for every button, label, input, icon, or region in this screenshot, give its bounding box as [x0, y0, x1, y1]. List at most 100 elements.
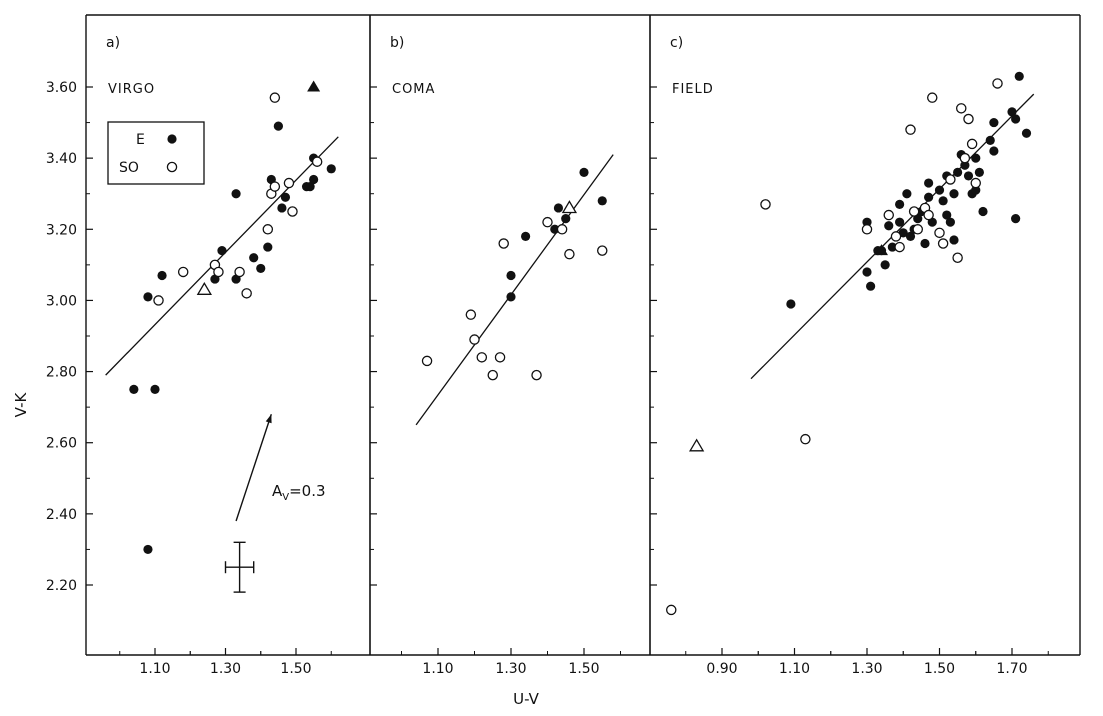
- y-tick-label: 3.40: [46, 151, 77, 167]
- e-galaxy-point: [945, 217, 955, 227]
- s0-galaxy-point: [800, 433, 811, 445]
- e-galaxy-point: [905, 231, 916, 241]
- filled-triangle-point: [875, 244, 888, 256]
- e-galaxy-point: [949, 189, 959, 199]
- open-triangle-point: [561, 200, 578, 214]
- e-galaxy-point: [985, 135, 995, 145]
- s0-galaxy-point: [956, 103, 967, 114]
- s0-galaxy-point: [959, 152, 971, 164]
- e-galaxy-point: [887, 242, 897, 252]
- s0-galaxy-point: [937, 238, 949, 249]
- e-galaxy-point: [326, 164, 336, 174]
- e-galaxy-point: [143, 292, 153, 302]
- e-galaxy-point: [895, 217, 905, 227]
- e-galaxy-point: [273, 121, 283, 131]
- panel-title: FIELD: [672, 82, 714, 97]
- s0-galaxy-point: [564, 248, 575, 260]
- e-galaxy-point: [1014, 71, 1024, 81]
- s0-galaxy-point: [945, 174, 956, 185]
- e-galaxy-point: [1007, 107, 1017, 117]
- s0-galaxy-point: [234, 266, 245, 278]
- e-galaxy-point: [506, 270, 516, 281]
- legend-s0-marker: [166, 161, 178, 173]
- e-galaxy-point: [902, 189, 912, 199]
- s0-galaxy-point: [542, 216, 553, 228]
- legend-e-label: E: [136, 132, 145, 148]
- s0-galaxy-point: [912, 224, 924, 235]
- e-galaxy-point: [978, 206, 988, 217]
- panel-title: VIRGO: [108, 82, 155, 97]
- e-galaxy-point: [256, 263, 266, 274]
- e-galaxy-point: [1011, 214, 1021, 224]
- s0-galaxy-point: [287, 206, 298, 217]
- s0-galaxy-point: [153, 295, 164, 306]
- legend: E SO: [107, 121, 205, 185]
- e-galaxy-point: [938, 196, 948, 206]
- s0-galaxy-point: [465, 309, 477, 320]
- legend-e-marker: [167, 134, 177, 144]
- e-galaxy-point: [249, 253, 259, 263]
- y-tick-label: 3.20: [46, 222, 77, 238]
- s0-galaxy-point: [908, 206, 920, 217]
- e-galaxy-point: [309, 174, 319, 185]
- s0-galaxy-point: [760, 199, 771, 210]
- y-tick-label: 2.40: [46, 507, 77, 523]
- e-galaxy-point: [934, 185, 945, 195]
- e-galaxy-point: [1011, 114, 1021, 124]
- s0-galaxy-point: [890, 231, 902, 242]
- e-galaxy-point: [880, 260, 890, 270]
- e-galaxy-point: [920, 238, 930, 249]
- s0-galaxy-point: [952, 252, 963, 263]
- y-tick-label: 2.20: [46, 578, 77, 594]
- panel-title: COMA: [392, 82, 435, 97]
- e-galaxy-point: [1021, 128, 1032, 138]
- y-tick-label: 3.60: [46, 80, 77, 96]
- e-galaxy-point: [305, 182, 315, 192]
- s0-galaxy-point: [556, 224, 568, 235]
- e-galaxy-point: [971, 185, 981, 195]
- legend-s0-label: SO: [119, 160, 139, 176]
- y-tick-label: 2.60: [46, 436, 77, 452]
- s0-galaxy-point: [905, 124, 916, 135]
- s0-galaxy-point: [177, 266, 189, 278]
- s0-galaxy-point: [241, 288, 252, 299]
- x-tick-label: 1.50: [924, 661, 955, 677]
- s0-galaxy-point: [531, 369, 542, 381]
- e-galaxy-point: [150, 384, 160, 394]
- e-galaxy-point: [129, 384, 139, 394]
- fit-line: [415, 154, 614, 426]
- e-galaxy-point: [579, 167, 589, 177]
- s0-galaxy-point: [923, 209, 934, 221]
- e-galaxy-point: [263, 242, 273, 252]
- s0-galaxy-point: [966, 138, 978, 150]
- x-tick-label: 0.90: [706, 661, 737, 677]
- y-tick-label: 3.00: [46, 293, 77, 309]
- y-axis-label: V-K: [12, 392, 30, 418]
- e-galaxy-point: [989, 117, 999, 128]
- e-galaxy-point: [862, 217, 872, 227]
- e-galaxy-point: [949, 235, 959, 245]
- e-galaxy-point: [960, 160, 970, 170]
- e-galaxy-point: [924, 192, 934, 202]
- panel-coma: 1.10 1.30 1.50 b) COMA: [390, 35, 621, 677]
- panels: 1.10 1.30 1.50 a) VIRGO AV=0.3 E SO 1.10 1.30 1.50…: [105, 35, 1049, 677]
- e-galaxy-point: [884, 221, 894, 231]
- e-galaxy-point: [143, 544, 153, 555]
- x-tick-label: 1.50: [568, 661, 599, 677]
- e-galaxy-point: [942, 210, 952, 220]
- e-galaxy-point: [561, 214, 571, 224]
- x-tick-label: 1.30: [851, 661, 882, 677]
- e-galaxy-point: [862, 267, 872, 277]
- e-galaxy-point: [971, 153, 981, 163]
- s0-galaxy-point: [934, 227, 945, 239]
- y-tick-label: 2.80: [46, 365, 77, 381]
- s0-galaxy-point: [311, 156, 323, 167]
- y-axis: 3.60 3.40 3.20 3.00 2.80 2.60 2.40 2.20: [46, 80, 657, 594]
- e-galaxy-point: [280, 192, 291, 202]
- panel-field: 0.90 1.10 1.30 1.50 1.70 c) FIELD: [666, 35, 1049, 677]
- s0-galaxy-point: [269, 181, 281, 192]
- e-galaxy-point: [597, 196, 607, 206]
- e-galaxy-point: [989, 146, 999, 156]
- s0-galaxy-point: [283, 177, 295, 189]
- s0-galaxy-point: [498, 238, 509, 249]
